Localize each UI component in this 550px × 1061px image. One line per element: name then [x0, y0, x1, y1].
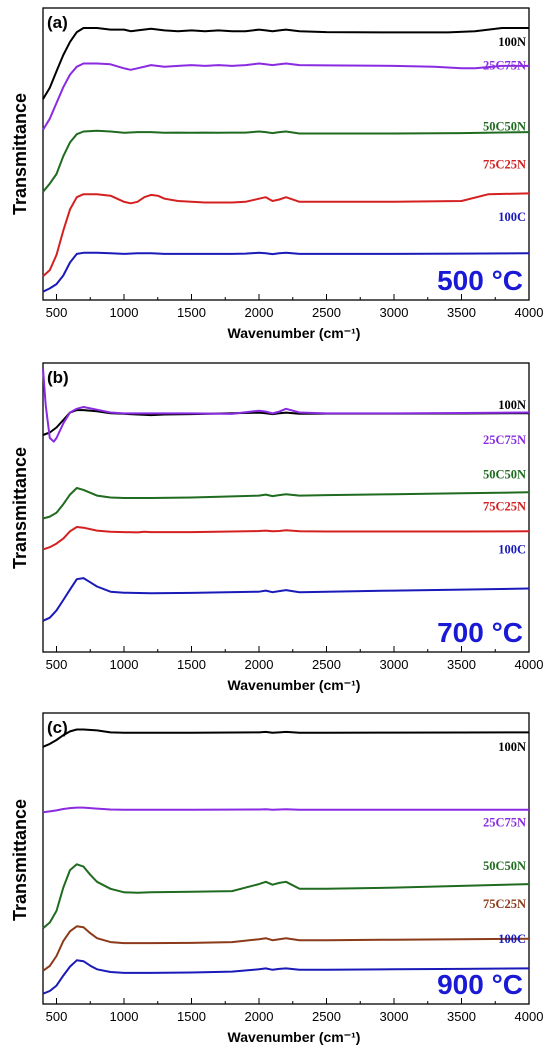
x-tick-label: 3500 — [447, 1009, 476, 1024]
x-tick-label: 1000 — [110, 305, 139, 320]
series-label-100C: 100C — [498, 543, 526, 557]
x-axis-label: Wavenumber (cm⁻¹) — [228, 1029, 361, 1045]
temperature-annotation: 900 °C — [437, 969, 523, 1000]
chart-panel-1: 100N 25C75N 50C50N 75C25N 100C 500 1000 1500 200… — [10, 7, 544, 341]
plot-frame — [42, 7, 530, 301]
x-tick-label: 2500 — [312, 657, 341, 672]
series-line-100C — [42, 577, 530, 622]
series-line-25C75N — [42, 368, 530, 443]
series-label-100C: 100C — [498, 210, 526, 224]
temperature-annotation: 700 °C — [437, 617, 523, 648]
y-axis-label: Transmittance — [10, 799, 30, 921]
x-tick-label: 500 — [46, 1009, 68, 1024]
x-axis-label: Wavenumber (cm⁻¹) — [228, 677, 361, 693]
x-tick-label: 500 — [46, 657, 68, 672]
series-label-100C: 100C — [498, 932, 526, 946]
series-label-75C25N: 75C25N — [483, 158, 526, 172]
x-axis-label: Wavenumber (cm⁻¹) — [228, 325, 361, 341]
x-tick-label: 4000 — [515, 1009, 544, 1024]
x-tick-label: 2500 — [312, 1009, 341, 1024]
x-tick-label: 1000 — [110, 657, 139, 672]
x-tick-label: 3000 — [380, 305, 409, 320]
series-label-100N: 100N — [498, 398, 526, 412]
x-tick-label: 1500 — [177, 657, 206, 672]
x-tick-label: 3500 — [447, 657, 476, 672]
series-label-50C50N: 50C50N — [483, 468, 526, 482]
series-label-75C25N: 75C25N — [483, 897, 526, 911]
panel-label: (a) — [47, 13, 68, 32]
chart-panel-3: 100N 25C75N 50C50N 75C25N 100C 500 1000 1500 200… — [10, 712, 544, 1045]
series-line-75C25N — [42, 192, 530, 277]
series-label-75C25N: 75C25N — [483, 499, 526, 513]
plot-frame — [42, 712, 530, 1005]
panel-label: (c) — [47, 718, 68, 737]
y-axis-label: Transmittance — [10, 447, 30, 569]
series-line-50C50N — [42, 487, 530, 520]
series-label-100N: 100N — [498, 740, 526, 754]
series-line-50C50N — [42, 129, 530, 193]
series-line-100C — [42, 251, 530, 293]
series-line-50C50N — [42, 863, 530, 930]
series-label-25C75N: 25C75N — [483, 58, 526, 72]
x-tick-label: 3500 — [447, 305, 476, 320]
series-line-25C75N — [42, 62, 529, 131]
series-line-75C25N — [42, 925, 530, 972]
x-tick-label: 2000 — [245, 657, 274, 672]
x-tick-label: 3000 — [380, 1009, 409, 1024]
temperature-annotation: 500 °C — [437, 265, 523, 296]
x-tick-label: 3000 — [380, 657, 409, 672]
x-tick-label: 4000 — [515, 657, 544, 672]
series-label-25C75N: 25C75N — [483, 433, 526, 447]
series-label-25C75N: 25C75N — [483, 815, 526, 829]
series-label-50C50N: 50C50N — [483, 859, 526, 873]
x-tick-label: 2500 — [312, 305, 341, 320]
plot-frame — [42, 362, 530, 653]
x-tick-label: 1000 — [110, 1009, 139, 1024]
series-label-100N: 100N — [498, 35, 526, 49]
x-tick-label: 500 — [46, 305, 68, 320]
chart-panel-2: 100N 25C75N 50C50N 75C25N 100C 500 1000 1500 200… — [10, 362, 544, 693]
series-line-100N — [42, 27, 529, 100]
series-line-100N — [42, 728, 530, 748]
series-label-50C50N: 50C50N — [483, 120, 526, 134]
x-tick-label: 2000 — [245, 1009, 274, 1024]
series-line-100C — [42, 959, 530, 995]
x-tick-label: 1500 — [177, 1009, 206, 1024]
y-axis-label: Transmittance — [10, 93, 30, 215]
x-tick-label: 4000 — [515, 305, 544, 320]
x-tick-label: 1500 — [177, 305, 206, 320]
x-tick-label: 2000 — [245, 305, 274, 320]
panel-label: (b) — [47, 368, 69, 387]
series-line-25C75N — [42, 806, 529, 814]
series-line-75C25N — [42, 526, 530, 551]
